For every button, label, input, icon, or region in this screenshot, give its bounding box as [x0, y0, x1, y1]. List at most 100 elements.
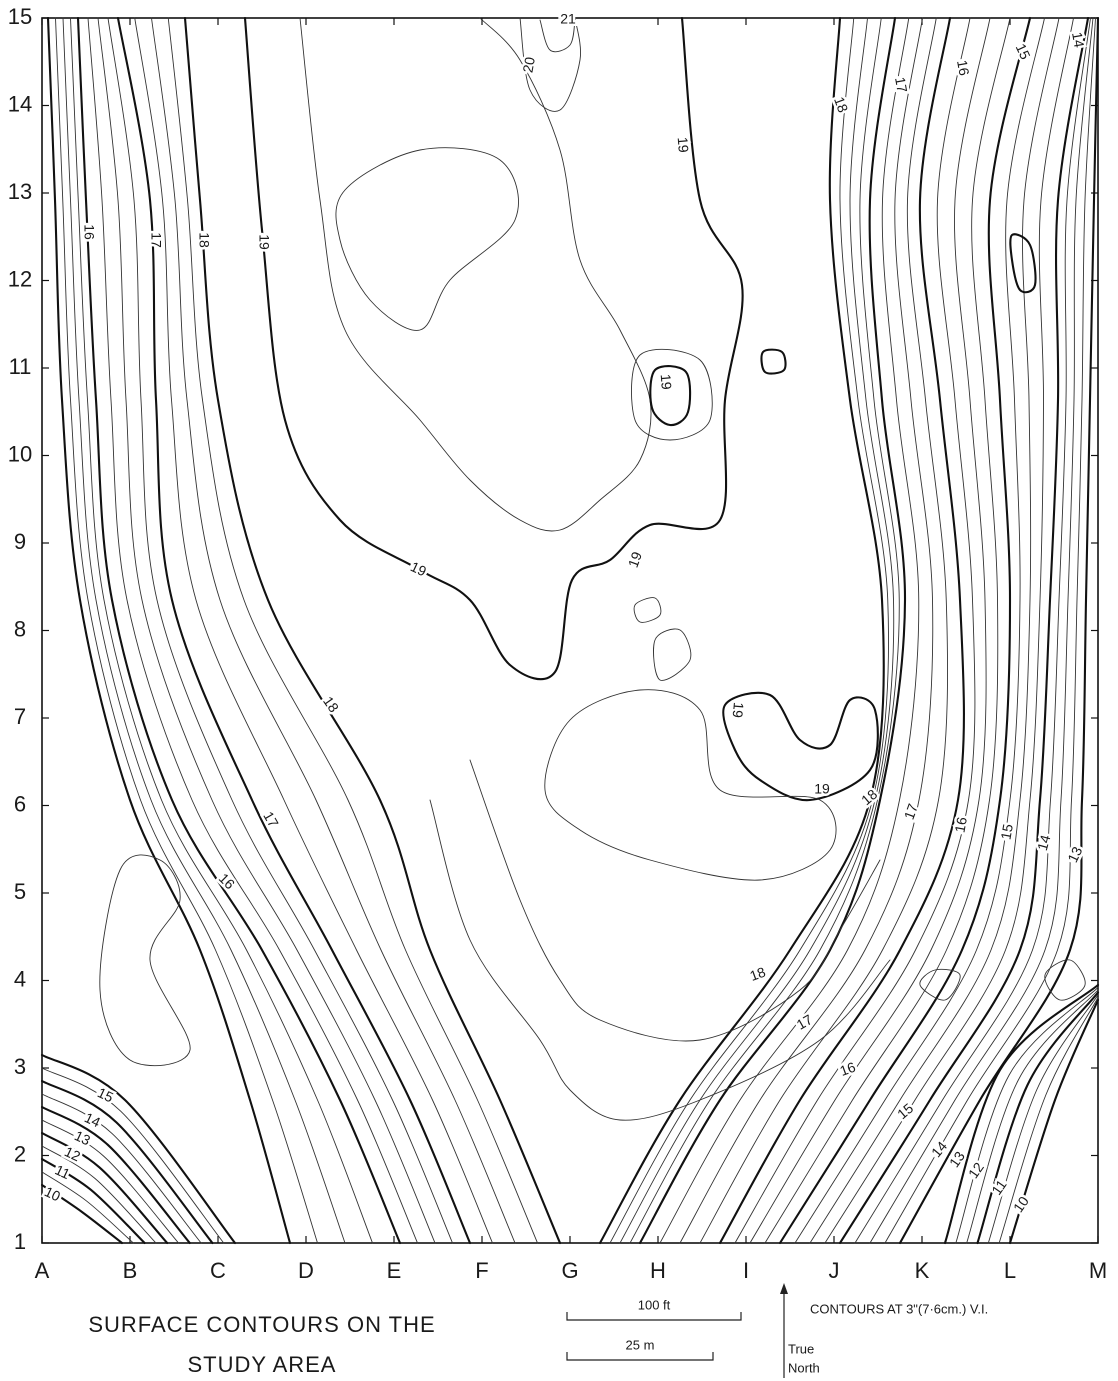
column-label: F — [475, 1258, 488, 1283]
contour-label: 12 — [62, 1143, 83, 1164]
index-contour — [761, 350, 785, 374]
column-label: J — [829, 1258, 840, 1283]
contour-label: 18 — [748, 964, 768, 984]
row-label: 5 — [14, 879, 26, 904]
row-label: 7 — [14, 704, 26, 729]
contour — [680, 18, 933, 1243]
column-label: A — [35, 1258, 50, 1283]
contour-label: 19 — [256, 234, 272, 250]
contour — [98, 18, 435, 1243]
contour-label: 21 — [560, 11, 576, 27]
contour-label: 15 — [1013, 41, 1034, 62]
contour-label: 11 — [53, 1162, 73, 1183]
index-contour — [640, 18, 905, 1243]
north-label: True — [788, 1341, 814, 1356]
contour-label: 16 — [951, 816, 969, 834]
contour-label: 17 — [892, 76, 910, 94]
index-contour — [600, 18, 884, 1243]
contour — [336, 148, 518, 331]
index-contour — [840, 18, 1088, 1243]
index-contour — [720, 18, 964, 1243]
contour — [168, 18, 537, 1243]
contour — [988, 995, 1098, 1243]
title-line: SURFACE CONTOURS ON THE — [88, 1312, 435, 1337]
row-label: 10 — [8, 441, 32, 466]
column-label: L — [1004, 1258, 1016, 1283]
contour-label: 19 — [658, 373, 675, 390]
contour — [920, 969, 960, 1000]
contour — [620, 18, 894, 1243]
contour-label: 19 — [814, 781, 830, 797]
scale-label: 25 m — [626, 1337, 655, 1352]
contour-label: 17 — [148, 232, 164, 248]
column-label: K — [915, 1258, 930, 1283]
contour — [71, 18, 373, 1243]
index-contour — [118, 18, 470, 1243]
contour-label: 17 — [260, 809, 282, 831]
index-contour — [78, 18, 400, 1243]
contour — [470, 760, 880, 1041]
column-label: G — [561, 1258, 578, 1283]
column-label: B — [123, 1258, 138, 1283]
contour-label: 16 — [216, 870, 238, 892]
index-contour — [245, 18, 743, 679]
contour — [430, 800, 890, 1120]
contour — [135, 18, 493, 1243]
row-label: 11 — [9, 354, 32, 379]
row-label: 6 — [14, 791, 26, 816]
contour-label: 15 — [997, 823, 1015, 841]
row-label: 13 — [8, 179, 32, 204]
row-label: 2 — [14, 1141, 26, 1166]
contour — [42, 1172, 133, 1243]
column-label: M — [1089, 1258, 1107, 1283]
contour-label: 20 — [519, 56, 537, 74]
contour — [735, 18, 975, 1243]
contour-label: 18 — [196, 232, 212, 248]
row-label: 1 — [14, 1229, 26, 1254]
contour-interval: CONTOURS AT 3"(7·6cm.) V.I. — [810, 1301, 988, 1316]
contour — [634, 598, 661, 623]
row-label: 15 — [8, 4, 32, 29]
row-label: 9 — [14, 529, 26, 554]
north-label: North — [788, 1360, 820, 1375]
contour — [108, 18, 453, 1243]
contour-label: 12 — [965, 1159, 987, 1181]
contour-label: 19 — [730, 702, 747, 719]
contour-label: 19 — [675, 136, 692, 153]
contour-lines — [42, 18, 1098, 1243]
column-label: E — [387, 1258, 402, 1283]
contour-label: 17 — [794, 1011, 816, 1033]
contour-label: 19 — [625, 549, 645, 569]
north-arrow-head — [780, 1283, 788, 1294]
contour-label: 16 — [81, 224, 97, 240]
column-label: C — [210, 1258, 226, 1283]
row-label: 8 — [14, 616, 26, 641]
title-line: STUDY AREA — [188, 1352, 337, 1377]
contour — [300, 18, 651, 531]
column-label: D — [298, 1258, 314, 1283]
contour-label: 18 — [320, 693, 342, 715]
contour — [654, 629, 691, 680]
row-label: 12 — [8, 266, 32, 291]
scale-bar-meters — [567, 1352, 713, 1360]
contour — [100, 855, 190, 1066]
contour — [545, 690, 836, 880]
column-label: I — [743, 1258, 749, 1283]
contour-map: 151413121110987654321ABCDEFGHIJKLM202118… — [0, 0, 1118, 1381]
scale-label: 100 ft — [638, 1297, 671, 1312]
column-label: H — [650, 1258, 666, 1283]
index-contour — [48, 18, 290, 1243]
row-label: 14 — [8, 91, 32, 116]
index-contour — [900, 18, 1098, 1243]
row-label: 4 — [14, 966, 26, 991]
contour — [810, 18, 1059, 1243]
contour-label: 15 — [95, 1084, 116, 1105]
contour-label: 19 — [408, 558, 429, 579]
contour — [631, 349, 712, 440]
contour — [700, 18, 948, 1243]
contour-label: 16 — [838, 1059, 858, 1079]
row-label: 3 — [14, 1054, 26, 1079]
contour — [63, 18, 345, 1243]
contour-label: 14 — [1069, 31, 1087, 49]
contour — [967, 990, 1098, 1243]
